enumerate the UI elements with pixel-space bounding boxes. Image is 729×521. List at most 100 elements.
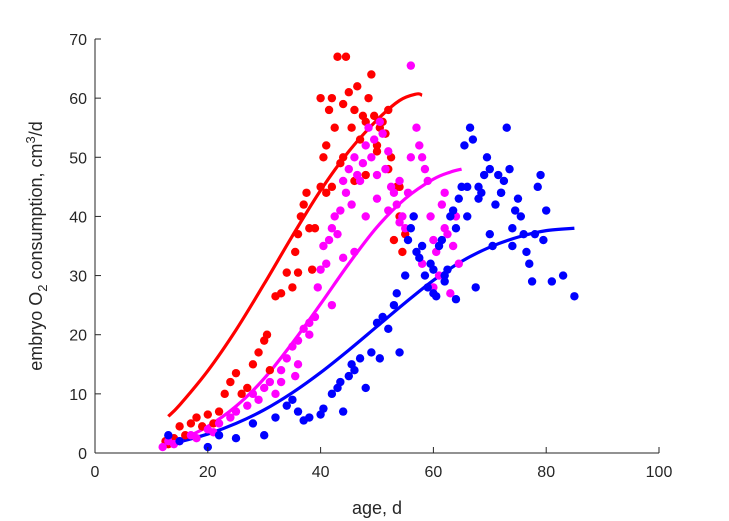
data-point-series-2 [361, 212, 370, 221]
data-point-series-1 [367, 70, 376, 79]
data-point-series-3 [460, 141, 469, 150]
data-point-series-2 [372, 194, 382, 203]
data-point-series-2 [406, 61, 416, 70]
data-point-series-1 [364, 93, 373, 103]
data-point-series-1 [203, 410, 212, 419]
data-point-series-2 [378, 129, 387, 138]
y-label-sup: 3 [23, 136, 38, 143]
data-point-series-3 [451, 295, 461, 304]
data-point-series-1 [293, 268, 303, 277]
data-point-series-2 [293, 336, 303, 345]
y-ticks: 0 10 20 30 40 50 60 70 [69, 32, 101, 463]
x-axis-label: age, d [352, 498, 402, 518]
x-tick-label: 100 [646, 464, 673, 481]
data-point-series-1 [347, 123, 356, 132]
data-point-series-3 [214, 431, 224, 440]
data-point-series-3 [440, 277, 449, 286]
data-point-series-3 [336, 377, 345, 387]
data-point-series-3 [231, 434, 241, 443]
data-point-series-3 [499, 176, 509, 186]
data-point-series-2 [276, 377, 286, 387]
data-point-series-2 [361, 141, 370, 150]
data-point-series-2 [440, 188, 449, 197]
y-label-pre: embryo O [26, 292, 46, 371]
data-point-series-3 [175, 436, 184, 446]
data-point-series-2 [454, 259, 463, 268]
data-point-series-3 [361, 383, 370, 393]
y-tick-label: 20 [69, 328, 87, 345]
data-point-series-3 [403, 235, 413, 245]
data-point-series-2 [415, 141, 424, 150]
data-point-series-2 [395, 218, 404, 227]
fit-curve-series-3 [167, 226, 575, 446]
data-point-series-1 [369, 111, 379, 121]
data-point-series-1 [327, 182, 337, 192]
data-point-series-3 [417, 241, 427, 251]
data-point-series-3 [282, 401, 291, 410]
data-point-series-3 [338, 407, 348, 416]
data-point-series-1 [338, 99, 348, 109]
y-tick-label: 60 [69, 91, 87, 108]
data-point-series-2 [372, 170, 382, 180]
data-point-series-3 [471, 283, 480, 292]
data-point-series-3 [539, 235, 548, 245]
y-tick-label: 40 [69, 209, 87, 226]
data-point-series-1 [341, 52, 351, 61]
data-point-series-2 [327, 224, 337, 233]
data-point-series-2 [260, 383, 269, 393]
data-point-series-3 [494, 170, 503, 180]
data-point-series-3 [508, 241, 517, 251]
data-point-series-2 [381, 164, 390, 174]
data-point-series-1 [389, 235, 399, 245]
data-point-series-2 [420, 164, 430, 174]
data-point-series-2 [271, 389, 280, 399]
data-point-series-2 [344, 164, 353, 174]
data-point-series-2 [358, 159, 368, 168]
data-point-series-1 [384, 105, 393, 115]
data-point-series-3 [164, 431, 173, 440]
data-point-series-3 [448, 206, 458, 215]
data-point-series-2 [158, 442, 167, 452]
data-point-series-3 [463, 182, 472, 192]
data-point-series-3 [372, 318, 382, 328]
data-point-series-1 [214, 407, 224, 416]
data-point-series-2 [248, 389, 258, 399]
data-point-series-2 [254, 395, 263, 404]
data-point-series-2 [338, 253, 348, 263]
data-point-series-3 [485, 229, 494, 239]
data-point-series-2 [403, 188, 413, 197]
data-point-series-3 [542, 206, 551, 215]
data-point-series-3 [513, 194, 523, 203]
data-point-series-1 [338, 153, 348, 162]
data-point-series-1 [296, 212, 306, 221]
data-point-series-3 [319, 404, 328, 413]
data-point-series-2 [319, 241, 328, 251]
data-point-series-3 [440, 271, 449, 280]
fit-curve-series-1 [167, 92, 423, 418]
fit-curves [167, 92, 575, 447]
x-tick-label: 40 [312, 464, 330, 481]
data-point-series-2 [226, 413, 235, 422]
data-point-series-2 [288, 342, 297, 351]
data-point-series-3 [432, 292, 441, 301]
data-point-series-1 [319, 153, 328, 162]
data-point-series-1 [186, 419, 196, 428]
data-point-series-1 [324, 105, 334, 115]
data-point-series-2 [384, 147, 393, 156]
data-point-series-2 [440, 224, 449, 233]
data-point-series-1 [243, 383, 252, 393]
data-point-series-3 [344, 371, 353, 381]
data-point-series-1 [276, 289, 286, 298]
data-point-series-2 [305, 330, 314, 339]
data-point-series-2 [265, 377, 275, 387]
data-point-series-2 [437, 200, 447, 209]
data-point-series-3 [392, 289, 401, 298]
y-tick-label: 70 [69, 32, 87, 49]
data-point-series-1 [322, 188, 331, 197]
data-point-series-3 [508, 224, 517, 233]
data-point-series-3 [406, 224, 416, 233]
data-point-series-1 [398, 247, 407, 257]
data-point-series-3 [248, 419, 258, 428]
data-point-series-2 [355, 176, 365, 186]
